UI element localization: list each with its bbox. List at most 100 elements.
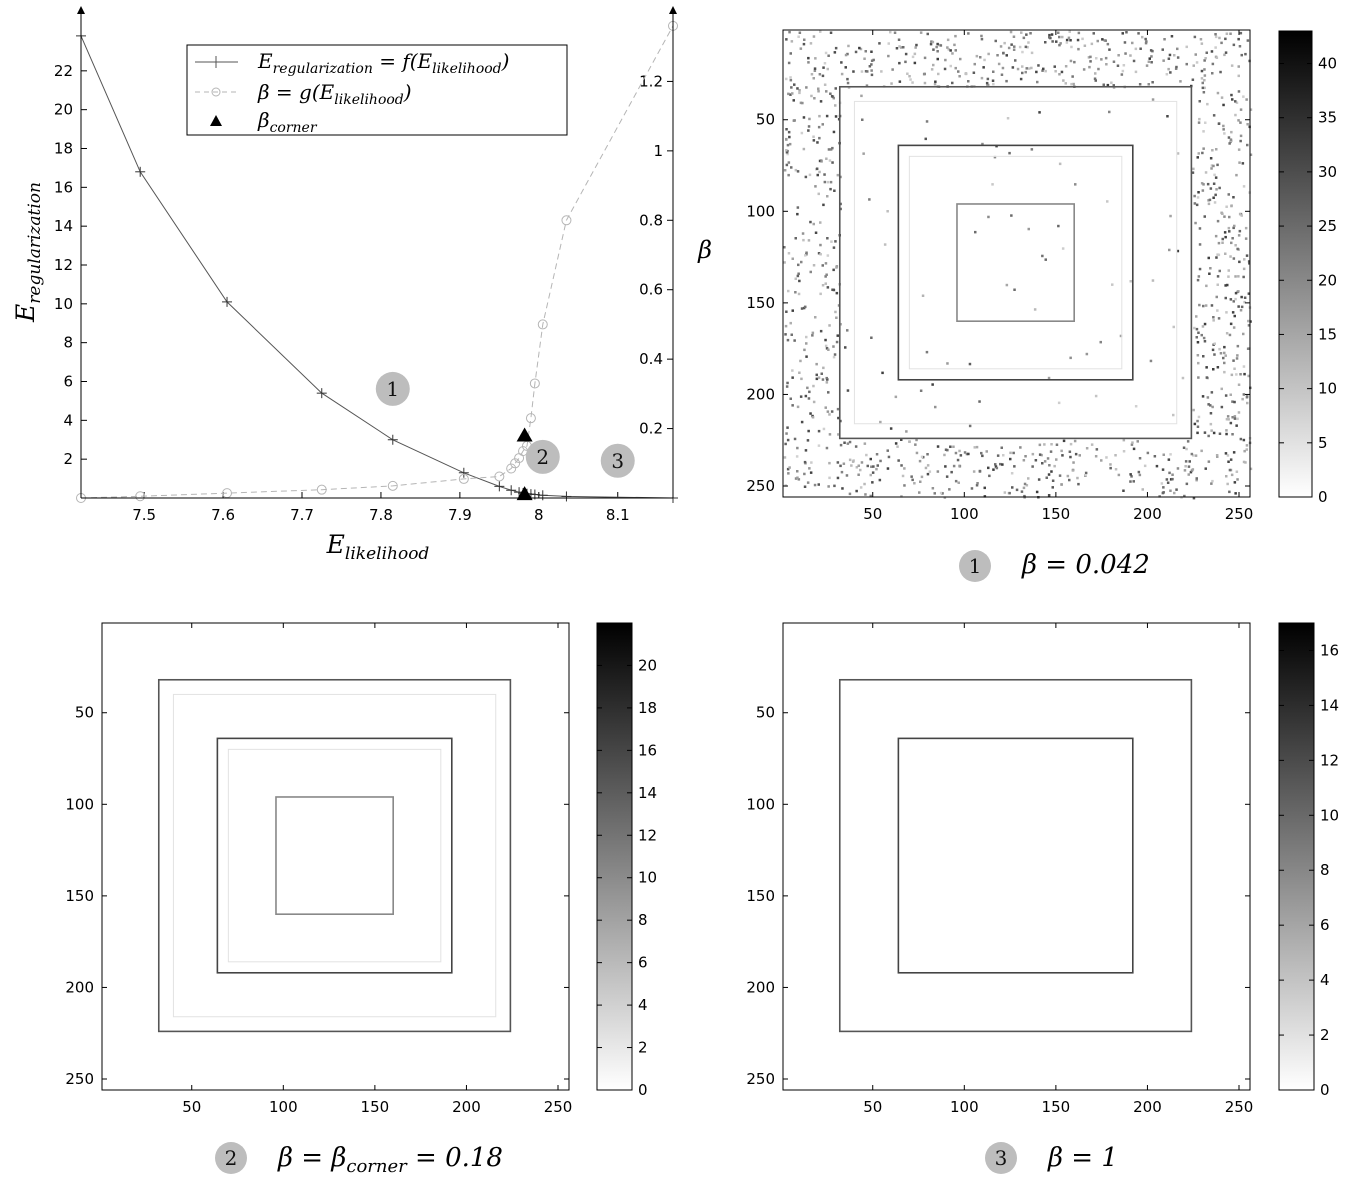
map1-x-tick-label-1: 100 bbox=[950, 505, 979, 523]
series-g-point-3 bbox=[316, 484, 327, 495]
map1-contour-inner bbox=[908, 155, 1123, 370]
map3-cb-tick-label-0: 0 bbox=[1320, 1081, 1330, 1099]
map3-square-1 bbox=[897, 737, 1134, 974]
map2-frame bbox=[101, 622, 570, 1091]
map3-x-tick-label-4: 250 bbox=[1225, 1098, 1254, 1116]
y-tick-label-0: 2 bbox=[63, 450, 73, 468]
map2-cb-tick-label-4: 8 bbox=[638, 911, 648, 929]
heatmap-panel-2: 50 100 150 200 250 50 100 150 200 250 0 2 4 6 8 10 12 14 1… bbox=[65, 622, 657, 1116]
map1-colorbar-gradient bbox=[1278, 30, 1313, 498]
annotation-label-2: 2 bbox=[536, 445, 549, 469]
map1-image bbox=[783, 30, 1250, 497]
y2-tick-label-2: 0.6 bbox=[639, 281, 663, 299]
map2-x-tick-label-3: 200 bbox=[452, 1098, 481, 1116]
map1-cb-tick-label-1: 5 bbox=[1318, 434, 1328, 452]
y-tick-label-3: 8 bbox=[63, 334, 73, 352]
map2-x-tick-label-0: 50 bbox=[182, 1098, 201, 1116]
corner-marker-1 bbox=[516, 427, 533, 442]
heatmap-panel-1: 50 100 150 200 250 50 100 150 200 250 0 5 10 15 20 25 30… bbox=[746, 29, 1337, 523]
heatmap-panel-3: 50 100 150 200 250 50 100 150 200 250 0 2 4 6 8 10 12 14 1… bbox=[746, 622, 1339, 1116]
series-g-point-8 bbox=[510, 458, 521, 469]
map1-y-tick-label-4: 250 bbox=[746, 477, 775, 495]
map1-cb-tick-label-6: 30 bbox=[1318, 163, 1337, 181]
map1-x-tick-label-0: 50 bbox=[863, 505, 882, 523]
map2-cb-tick-label-7: 14 bbox=[638, 784, 657, 802]
caption-1-badge bbox=[959, 550, 991, 582]
y-tick-label-9: 20 bbox=[54, 101, 73, 119]
map1-square-2 bbox=[956, 203, 1075, 322]
caption-1-text: β = 0.042 bbox=[1021, 550, 1150, 580]
caption-3: 3 β = 1 bbox=[985, 1142, 1118, 1174]
caption-2-badge-label: 2 bbox=[225, 1146, 238, 1170]
map3-colorbar: 0 2 4 6 8 10 12 14 16 bbox=[1278, 622, 1339, 1099]
x-tick-label-2: 7.7 bbox=[290, 506, 314, 524]
caption-3-badge-label: 3 bbox=[995, 1146, 1008, 1170]
map2-square-0 bbox=[157, 678, 512, 1033]
chart-legend: Eregularization = f(Elikelihood) β = g(E… bbox=[186, 44, 568, 136]
series-g-line bbox=[80, 25, 674, 499]
y2-tick-label-5: 1.2 bbox=[639, 72, 663, 90]
map2-cb-tick-label-8: 16 bbox=[638, 741, 657, 759]
x-tick-label-3: 7.8 bbox=[369, 506, 393, 524]
map3-frame bbox=[782, 622, 1251, 1091]
map1-y-tick-label-3: 200 bbox=[746, 385, 775, 403]
map1-square-0 bbox=[838, 85, 1193, 440]
caption-1-badge-label: 1 bbox=[969, 554, 982, 578]
map1-cb-tick-label-3: 15 bbox=[1318, 325, 1337, 343]
series-g-point-5 bbox=[458, 473, 469, 484]
series-g-point-7 bbox=[506, 463, 517, 474]
map1-cb-tick-label-4: 20 bbox=[1318, 271, 1337, 289]
series-f-point-5 bbox=[458, 467, 469, 478]
map2-x-tick-label-2: 150 bbox=[361, 1098, 390, 1116]
map2-cb-tick-label-2: 4 bbox=[638, 996, 648, 1014]
map3-cb-tick-label-6: 12 bbox=[1320, 751, 1339, 769]
map3-cb-tick-label-4: 8 bbox=[1320, 861, 1330, 879]
annotation-badge-2 bbox=[525, 439, 560, 474]
series-f-point-6 bbox=[494, 481, 505, 492]
series-f-point-3 bbox=[316, 388, 327, 399]
map3-image bbox=[783, 623, 1250, 1090]
y2-tick-label-0: 0.2 bbox=[639, 420, 663, 438]
map2-y-tick-label-3: 200 bbox=[65, 978, 94, 996]
x-tick-label-4: 7.9 bbox=[448, 506, 472, 524]
map2-x-tick-label-1: 100 bbox=[269, 1098, 298, 1116]
map3-cb-tick-label-5: 10 bbox=[1320, 806, 1339, 824]
map2-cb-tick-label-3: 6 bbox=[638, 954, 648, 972]
map1-cb-tick-label-2: 10 bbox=[1318, 380, 1337, 398]
series-f-point-2 bbox=[222, 296, 233, 307]
y-tick-label-1: 4 bbox=[63, 411, 73, 429]
map2-x-tick-label-4: 250 bbox=[544, 1098, 573, 1116]
caption-2: 2 β = βcorner = 0.18 bbox=[215, 1142, 503, 1177]
series-g-point-6 bbox=[494, 471, 505, 482]
map2-contour-inner bbox=[227, 748, 442, 963]
series-f-point-14 bbox=[561, 491, 572, 502]
y-tick-label-10: 22 bbox=[54, 62, 73, 80]
legend-swatch-corner bbox=[210, 115, 222, 126]
map2-contour-outer bbox=[172, 693, 497, 1018]
y-tick-label-6: 14 bbox=[54, 217, 73, 235]
map2-square-2 bbox=[275, 796, 394, 915]
y-tick-label-2: 6 bbox=[63, 373, 73, 391]
map1-cb-tick-label-7: 35 bbox=[1318, 109, 1337, 127]
caption-3-badge bbox=[985, 1142, 1017, 1174]
chart-annotations: 1 2 3 bbox=[375, 371, 635, 478]
series-f-point-7 bbox=[506, 485, 517, 496]
corner-marker-0 bbox=[516, 486, 533, 501]
map3-square-0 bbox=[838, 678, 1193, 1033]
caption-2-text: β = βcorner = 0.18 bbox=[277, 1143, 503, 1175]
series-g-point-1 bbox=[135, 491, 146, 502]
x-tick-label-5: 8 bbox=[534, 506, 544, 524]
map1-y-tick-label-0: 50 bbox=[756, 111, 775, 129]
map2-cb-tick-label-1: 2 bbox=[638, 1039, 648, 1057]
series-g-point-13 bbox=[529, 378, 540, 389]
map3-cb-tick-label-3: 6 bbox=[1320, 916, 1330, 934]
map2-colorbar: 0 2 4 6 8 10 12 14 16 18 20 bbox=[596, 622, 657, 1099]
map2-y-tick-label-0: 50 bbox=[75, 704, 94, 722]
map2-y-tick-label-2: 150 bbox=[65, 887, 94, 905]
map3-x-tick-label-0: 50 bbox=[863, 1098, 882, 1116]
legend-swatch-g-marker bbox=[211, 87, 221, 97]
y-axis-arrow bbox=[77, 6, 85, 14]
map3-y-tick-label-4: 250 bbox=[746, 1070, 775, 1088]
